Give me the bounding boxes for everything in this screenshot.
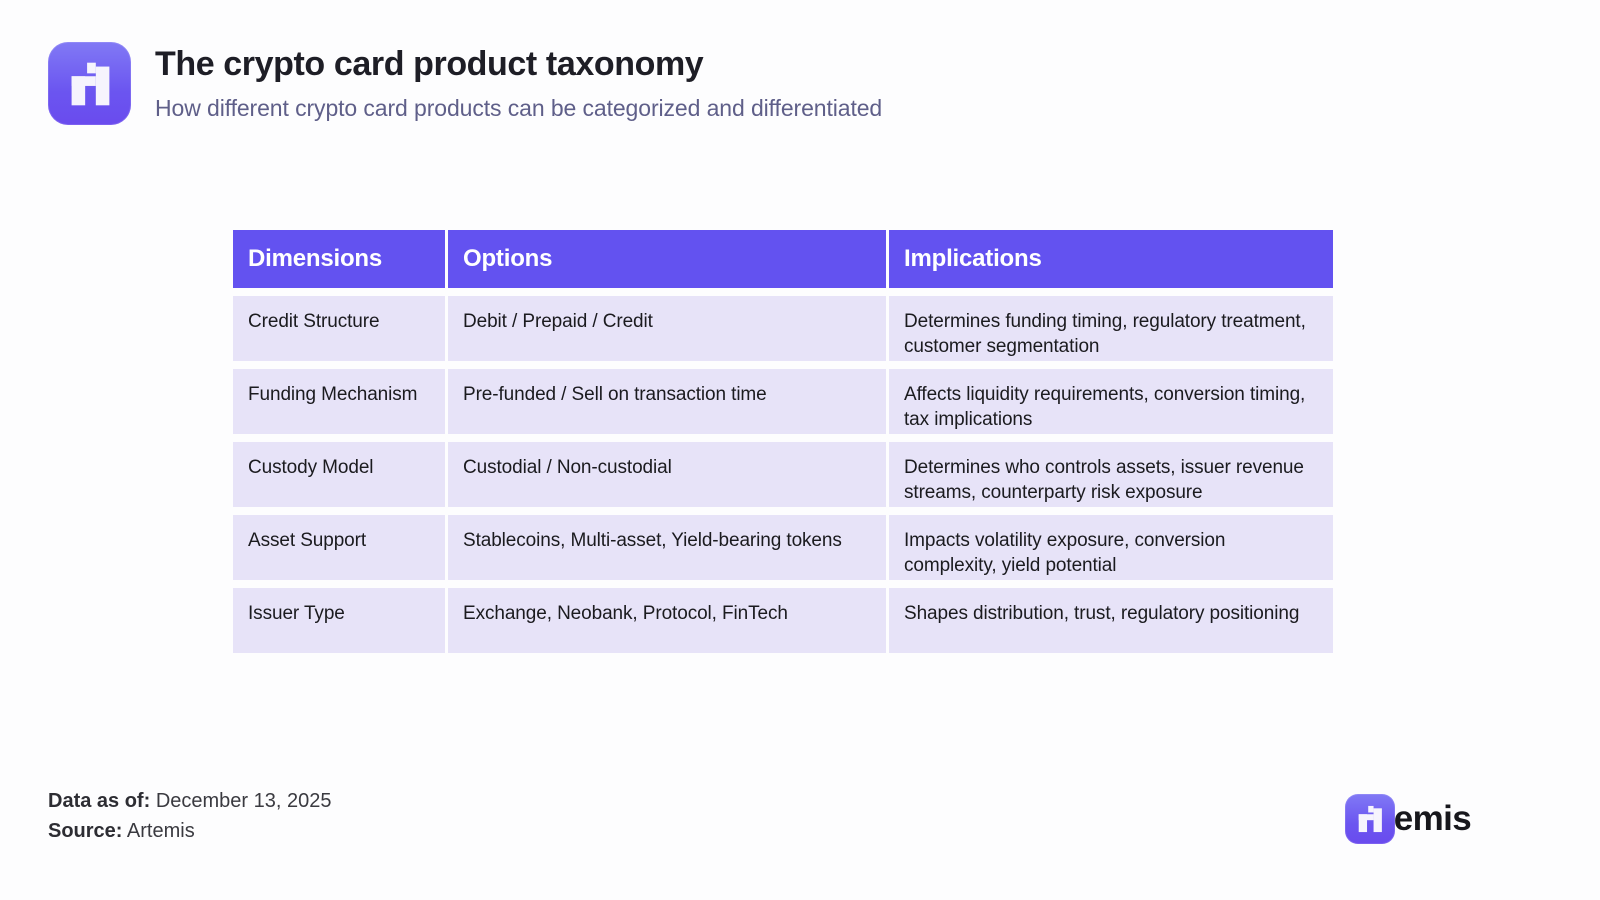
page-subtitle: How different crypto card products can b… bbox=[155, 95, 883, 121]
cell-options: Custodial / Non-custodial bbox=[448, 442, 886, 507]
cell-options: Debit / Prepaid / Credit bbox=[448, 296, 886, 361]
cell-implications: Shapes distribution, trust, regulatory p… bbox=[889, 588, 1333, 653]
source-line: Source: Artemis bbox=[48, 816, 331, 846]
cell-options: Exchange, Neobank, Protocol, FinTech bbox=[448, 588, 886, 653]
cell-options: Stablecoins, Multi-asset, Yield-bearing … bbox=[448, 515, 886, 580]
data-as-of-value: December 13, 2025 bbox=[155, 790, 332, 812]
column-header-implications: Implications bbox=[889, 230, 1333, 288]
cell-options: Pre-funded / Sell on transaction time bbox=[448, 369, 886, 434]
artemis-logo-small bbox=[1345, 794, 1395, 844]
cell-implications: Determines who controls assets, issuer r… bbox=[889, 442, 1333, 507]
cell-dimension: Credit Structure bbox=[233, 296, 445, 361]
footer-brand: Artemis bbox=[1345, 794, 1472, 844]
cell-implications: Affects liquidity requirements, conversi… bbox=[889, 369, 1333, 434]
data-as-of-line: Data as of: December 13, 2025 bbox=[48, 786, 331, 816]
cell-dimension: Custody Model bbox=[233, 442, 445, 507]
source-value: Artemis bbox=[126, 820, 195, 842]
artemis-logo bbox=[48, 42, 131, 125]
source-label: Source: bbox=[48, 820, 123, 842]
page-title: The crypto card product taxonomy bbox=[155, 45, 704, 83]
column-header-options: Options bbox=[448, 230, 886, 288]
cell-implications: Impacts volatility exposure, conversion … bbox=[889, 515, 1333, 580]
cell-dimension: Funding Mechanism bbox=[233, 369, 445, 434]
cell-implications: Determines funding timing, regulatory tr… bbox=[889, 296, 1333, 361]
cell-dimension: Issuer Type bbox=[233, 588, 445, 653]
taxonomy-table: Dimensions Options Implications Credit S… bbox=[233, 230, 1333, 653]
column-header-dimensions: Dimensions bbox=[233, 230, 445, 288]
artemis-pixel-a-icon bbox=[1358, 805, 1382, 833]
footer-meta: Data as of: December 13, 2025 Source: Ar… bbox=[48, 786, 331, 846]
artemis-pixel-a-icon bbox=[71, 62, 109, 105]
cell-dimension: Asset Support bbox=[233, 515, 445, 580]
data-as-of-label: Data as of: bbox=[48, 790, 151, 812]
